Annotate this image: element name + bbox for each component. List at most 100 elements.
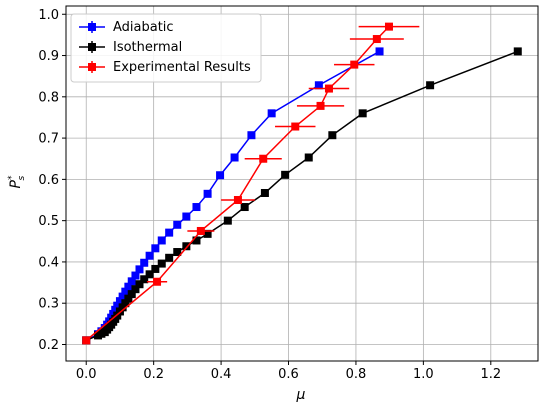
y-tick-label: 0.5 xyxy=(38,214,59,229)
legend-marker-adiabatic xyxy=(88,23,96,31)
x-ticks: 0.0 0.2 0.4 0.6 0.8 1.0 1.2 xyxy=(76,361,501,382)
x-tick-label: 0.8 xyxy=(346,367,367,382)
data-point-isothermal xyxy=(127,290,136,299)
y-tick-label: 1.0 xyxy=(38,8,59,23)
data-point-adiabatic xyxy=(182,212,191,221)
y-tick-label: 0.6 xyxy=(38,173,59,188)
data-point-isothermal xyxy=(281,170,290,179)
legend-label-experimental: Experimental Results xyxy=(113,60,251,75)
data-point-experimental xyxy=(316,101,325,110)
y-tick-label: 0.7 xyxy=(38,132,59,147)
legend-entry-adiabatic: Adiabatic xyxy=(79,20,174,35)
data-point-experimental xyxy=(350,60,359,69)
y-axis-label-main: P xyxy=(8,179,24,188)
x-tick-label: 0.6 xyxy=(278,367,299,382)
y-tick-label: 0.9 xyxy=(38,49,59,64)
x-tick-label: 0.0 xyxy=(76,367,97,382)
legend-entry-isothermal: Isothermal xyxy=(79,40,182,55)
y-ticks: 0.2 0.3 0.4 0.5 0.6 0.7 0.8 0.9 1.0 xyxy=(38,8,66,353)
data-point-adiabatic xyxy=(113,301,122,310)
data-point-experimental xyxy=(384,22,393,31)
legend-label-isothermal: Isothermal xyxy=(113,40,182,55)
data-point-experimental xyxy=(259,154,268,163)
y-axis-label-sub: s xyxy=(17,176,27,181)
y-tick-label: 0.3 xyxy=(38,297,59,312)
data-point-adiabatic xyxy=(230,153,239,162)
data-point-adiabatic xyxy=(267,109,276,118)
data-point-isothermal xyxy=(203,229,212,238)
data-point-adiabatic xyxy=(127,277,136,286)
y-tick-label: 0.4 xyxy=(38,255,59,270)
series-layer xyxy=(82,22,522,345)
x-axis-label: μ xyxy=(296,387,306,403)
data-point-adiabatic xyxy=(203,189,212,198)
data-point-experimental xyxy=(324,84,333,93)
data-point-isothermal xyxy=(240,203,249,212)
grid-lines xyxy=(66,6,538,361)
data-point-adiabatic xyxy=(216,171,225,180)
y-tick-label: 0.2 xyxy=(38,338,59,353)
x-tick-label: 0.2 xyxy=(143,367,164,382)
data-point-isothermal xyxy=(304,153,313,162)
data-point-adiabatic xyxy=(157,236,166,245)
data-point-adiabatic xyxy=(135,265,144,274)
data-point-isothermal xyxy=(513,47,522,56)
data-point-adiabatic xyxy=(111,305,120,314)
x-tick-label: 1.0 xyxy=(413,367,434,382)
legend-marker-isothermal xyxy=(88,43,96,51)
data-point-isothermal xyxy=(165,253,174,262)
data-point-adiabatic xyxy=(109,309,118,318)
data-point-adiabatic xyxy=(118,292,127,301)
data-point-adiabatic xyxy=(173,220,182,229)
data-point-isothermal xyxy=(157,259,166,268)
data-point-adiabatic xyxy=(151,244,160,253)
data-point-isothermal xyxy=(328,131,337,140)
plot-frame xyxy=(65,5,539,362)
data-point-isothermal xyxy=(358,109,367,118)
data-point-experimental xyxy=(82,336,91,345)
data-point-adiabatic xyxy=(165,228,174,237)
data-point-isothermal xyxy=(173,248,182,257)
data-point-adiabatic xyxy=(375,47,384,56)
data-point-isothermal xyxy=(182,242,191,251)
data-point-isothermal xyxy=(260,188,269,197)
data-point-experimental xyxy=(233,196,242,205)
data-point-isothermal xyxy=(121,299,130,308)
data-point-adiabatic xyxy=(145,251,154,260)
data-point-adiabatic xyxy=(124,282,133,291)
data-point-isothermal xyxy=(131,285,140,294)
x-tick-label: 0.4 xyxy=(211,367,232,382)
data-point-adiabatic xyxy=(115,297,124,306)
y-axis-label: P*s xyxy=(7,175,27,188)
x-tick-label: 1.2 xyxy=(480,367,501,382)
data-point-isothermal xyxy=(192,236,201,245)
data-point-isothermal xyxy=(145,270,154,279)
data-point-isothermal xyxy=(140,275,149,284)
y-axis-label-sup: * xyxy=(7,175,17,180)
data-point-experimental xyxy=(291,122,300,131)
data-point-adiabatic xyxy=(192,203,201,212)
y-tick-label: 0.8 xyxy=(38,90,59,105)
data-point-isothermal xyxy=(426,81,435,90)
series-isothermal xyxy=(82,47,522,345)
series-experimental xyxy=(82,22,420,345)
data-point-isothermal xyxy=(223,216,232,225)
legend-marker-experimental xyxy=(88,63,96,71)
legend-label-adiabatic: Adiabatic xyxy=(113,20,174,35)
data-point-isothermal xyxy=(135,280,144,289)
data-point-experimental xyxy=(196,226,205,235)
data-point-isothermal xyxy=(115,307,124,316)
data-point-adiabatic xyxy=(314,81,323,90)
data-point-adiabatic xyxy=(131,271,140,280)
data-point-isothermal xyxy=(151,264,160,273)
data-point-experimental xyxy=(153,277,162,286)
legend-entry-experimental: Experimental Results xyxy=(79,60,251,75)
data-point-isothermal xyxy=(118,303,127,312)
data-point-adiabatic xyxy=(121,287,130,296)
data-point-adiabatic xyxy=(140,258,149,267)
data-point-experimental xyxy=(372,35,381,44)
data-point-isothermal xyxy=(124,294,133,303)
data-point-adiabatic xyxy=(247,131,256,140)
legend-box xyxy=(70,13,262,83)
